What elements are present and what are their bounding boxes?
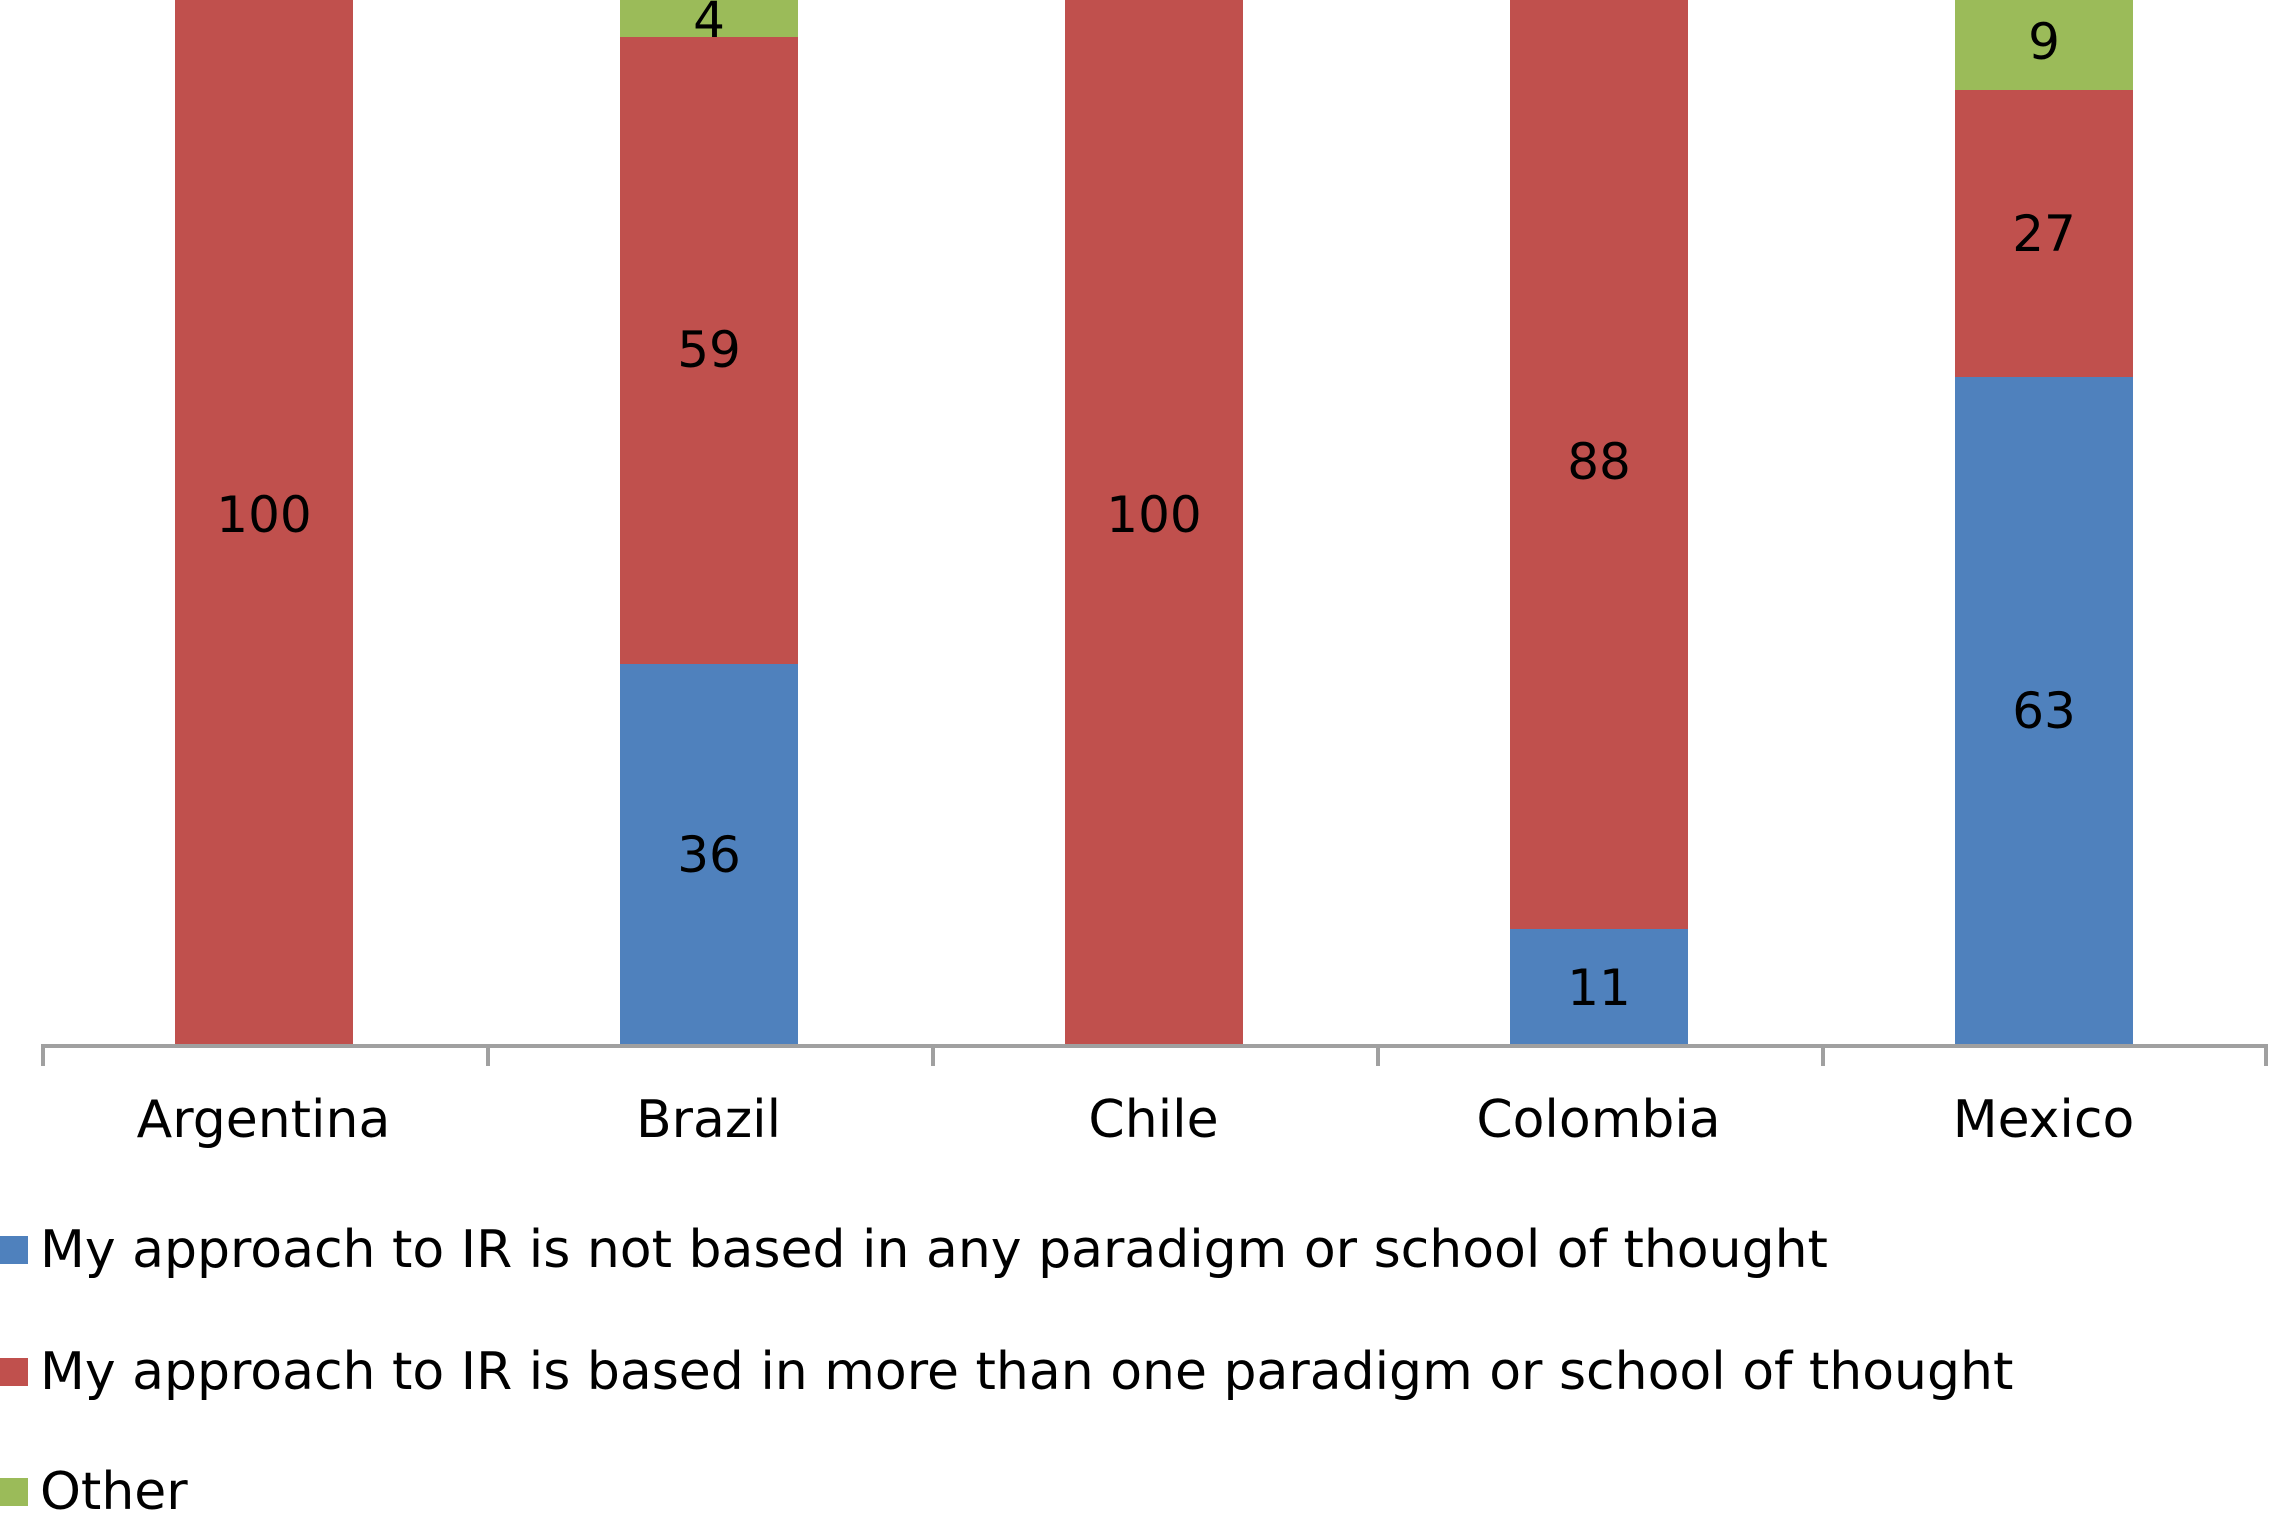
x-axis-tick bbox=[41, 1044, 45, 1066]
x-axis-tick bbox=[486, 1044, 490, 1066]
data-label: 59 bbox=[677, 321, 741, 380]
bar-chile: 100 bbox=[1065, 0, 1243, 1046]
data-label: 4 bbox=[693, 0, 725, 49]
x-axis-tick bbox=[1821, 1044, 1825, 1066]
bar-segment bbox=[620, 663, 798, 1046]
x-axis-tick bbox=[2264, 1044, 2268, 1066]
legend-label: Other bbox=[40, 1462, 188, 1522]
bar-segment bbox=[1955, 90, 2133, 377]
category-label-colombia: Colombia bbox=[1476, 1090, 1721, 1150]
category-label-mexico: Mexico bbox=[1952, 1090, 2135, 1150]
data-label: 100 bbox=[1106, 486, 1202, 544]
bar-segment bbox=[620, 37, 798, 664]
data-label: 63 bbox=[2012, 682, 2076, 741]
category-label-argentina: Argentina bbox=[136, 1090, 391, 1150]
bar-brazil: 36 59 4 bbox=[620, 0, 798, 1046]
x-axis-line bbox=[41, 1044, 2268, 1048]
bar-segment bbox=[1510, 929, 1688, 1046]
data-label: 9 bbox=[2028, 13, 2060, 72]
bar-segment bbox=[175, 0, 353, 1046]
legend-swatch-blue-icon bbox=[0, 1236, 28, 1264]
bar-colombia: 11 88 bbox=[1510, 0, 1688, 1046]
legend-swatch-red-icon bbox=[0, 1358, 28, 1386]
x-axis-tick bbox=[931, 1044, 935, 1066]
bar-segment bbox=[620, 0, 798, 38]
category-label-brazil: Brazil bbox=[635, 1090, 782, 1150]
data-label: 36 bbox=[677, 825, 741, 884]
legend-label: My approach to IR is based in more than … bbox=[40, 1342, 2014, 1402]
bar-segment bbox=[1955, 376, 2133, 1046]
bar-argentina: 100 bbox=[175, 0, 353, 1046]
data-label: 88 bbox=[1567, 432, 1631, 491]
legend-swatch-green-icon bbox=[0, 1478, 28, 1506]
data-label: 100 bbox=[216, 486, 312, 544]
x-axis-tick bbox=[1376, 1044, 1380, 1066]
category-label-chile: Chile bbox=[1088, 1090, 1219, 1150]
bar-segment bbox=[1955, 0, 2133, 91]
legend-label: My approach to IR is not based in any pa… bbox=[40, 1220, 1828, 1280]
data-label: 11 bbox=[1567, 958, 1631, 1017]
data-label: 27 bbox=[2012, 204, 2076, 263]
bar-mexico: 63 27 9 bbox=[1955, 0, 2133, 1046]
bar-segment bbox=[1065, 0, 1243, 1046]
bar-segment bbox=[1510, 0, 1688, 930]
